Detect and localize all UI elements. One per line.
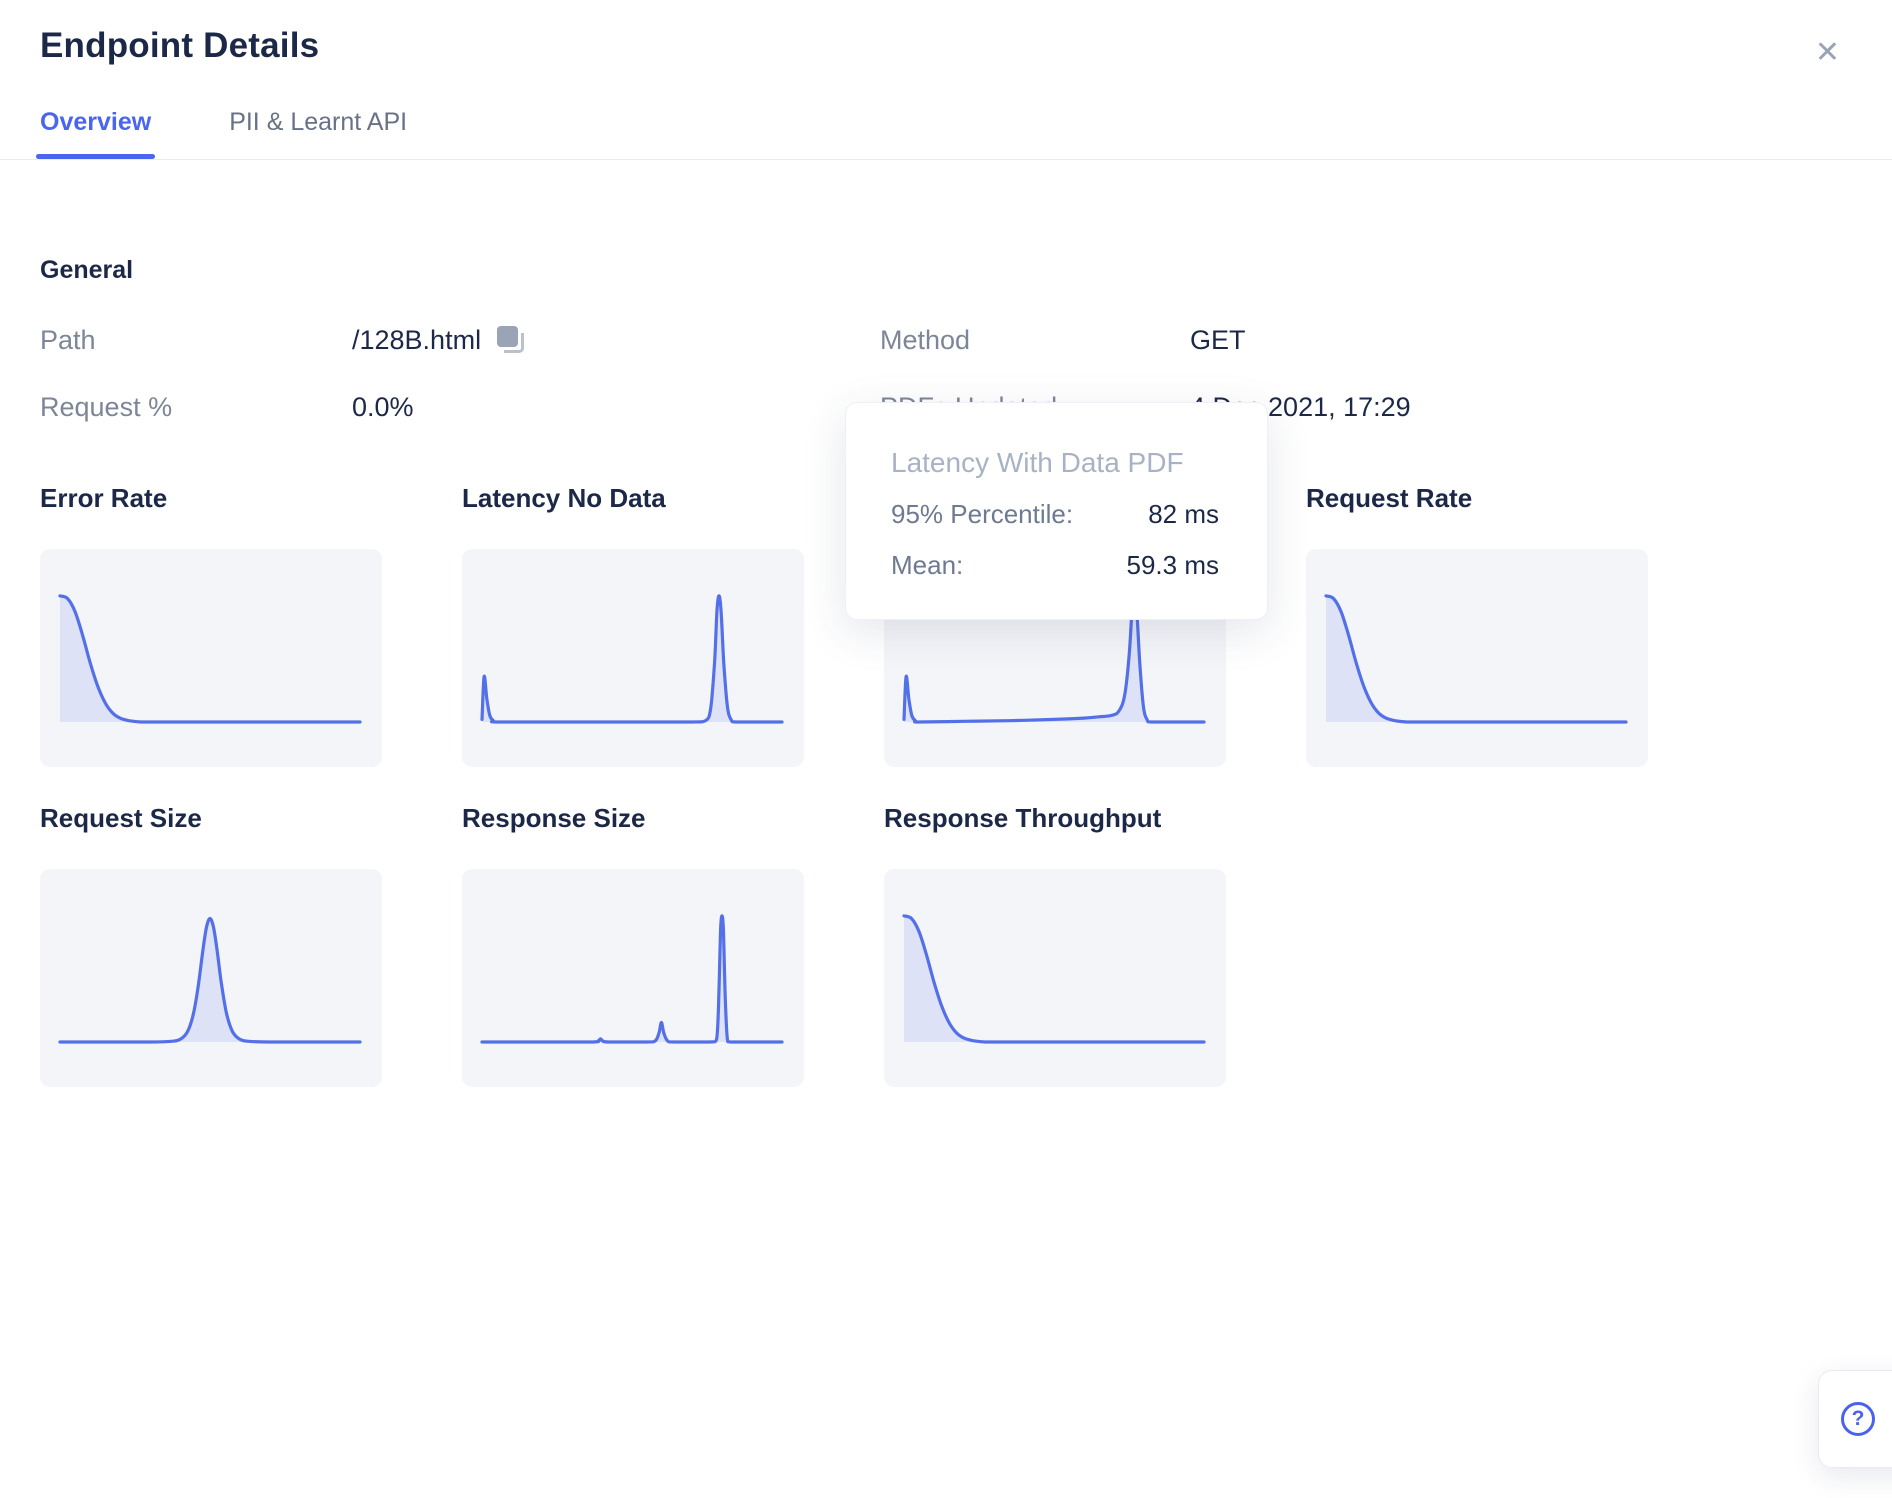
tabs-divider [0,159,1892,160]
chart-title-response-throughput: Response Throughput [884,803,1162,833]
path-value-row: /128B.html [352,325,880,356]
tab-pii-learnt-api[interactable]: PII & Learnt API [229,108,407,159]
help-button[interactable]: ? [1818,1370,1892,1468]
chart-plot-latency-no-data[interactable] [462,549,804,767]
path-value: /128B.html [352,325,482,355]
request-pct-value: 0.0% [352,392,414,422]
copy-icon-front [497,325,519,347]
tooltip-title: Latency With Data PDF [891,447,1184,478]
tooltip-mean-label: Mean: [891,550,964,580]
overview-content: General Path /128B.html Method GET Reque… [0,256,1892,1123]
tooltip-row-percentile: 95% Percentile: 82 ms [891,499,1219,530]
latency-with-data-tooltip: Latency With Data PDF 95% Percentile: 82… [845,402,1268,620]
request-pct-label: Request % [40,392,173,422]
tab-pii-label: PII & Learnt API [229,108,408,136]
chart-plot-response-size[interactable] [462,869,804,1087]
chart-request-rate: Request Rate [1306,483,1648,767]
tab-overview-label: Overview [40,108,152,136]
active-tab-underline [36,154,156,159]
tooltip-percentile-label: 95% Percentile: [891,499,1074,529]
charts-grid: Error Rate Latency No Data Latency With … [40,483,1852,1123]
chart-request-size: Request Size [40,803,382,1087]
chart-title-request-rate: Request Rate [1306,483,1473,513]
tooltip-mean-value: 59.3 ms [1126,550,1220,580]
tab-bar: Overview PII & Learnt API [0,108,1892,159]
modal-header: Endpoint Details ✕ [0,0,1892,69]
pdfs-updated-value: 4 Dec 2021, 17:29 [1190,392,1411,422]
tab-overview[interactable]: Overview [36,108,156,159]
chart-plot-request-size[interactable] [40,869,382,1087]
chart-plot-response-throughput[interactable] [884,869,1226,1087]
chart-plot-error-rate[interactable] [40,549,382,767]
chart-title-latency-no-data: Latency No Data [462,483,666,513]
help-question-icon: ? [1841,1402,1875,1436]
chart-error-rate: Error Rate [40,483,382,767]
path-label: Path [40,325,96,355]
chart-title-request-size: Request Size [40,803,202,833]
method-value: GET [1190,325,1246,355]
chart-response-size: Response Size [462,803,804,1087]
chart-response-throughput: Response Throughput [884,803,1226,1087]
tooltip-row-mean: Mean: 59.3 ms [891,550,1219,581]
copy-icon-back [504,332,525,353]
method-label: Method [880,325,971,355]
chart-latency-no-data: Latency No Data [462,483,804,767]
chart-title-response-size: Response Size [462,803,646,833]
general-section-title: General [40,256,134,284]
copy-icon[interactable] [497,325,527,356]
close-icon[interactable]: ✕ [1814,36,1840,69]
chart-plot-request-rate[interactable] [1306,549,1648,767]
tooltip-percentile-value: 82 ms [1148,499,1219,529]
page-title: Endpoint Details [40,26,320,65]
chart-title-error-rate: Error Rate [40,483,168,513]
